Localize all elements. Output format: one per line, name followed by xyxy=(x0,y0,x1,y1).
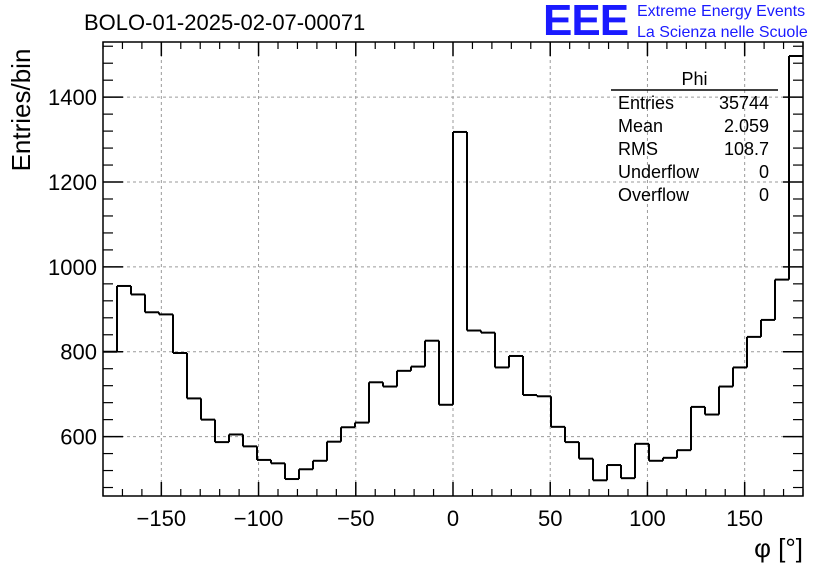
histogram-bin xyxy=(564,426,579,444)
eee-logo: EEE Extreme Energy Events La Scienza nel… xyxy=(543,0,836,48)
histogram-bin xyxy=(326,440,341,461)
logo-mark: EEE xyxy=(543,0,629,45)
logo-line-2: La Scienza nelle Scuole xyxy=(637,24,808,41)
histogram-bin xyxy=(536,395,551,398)
x-tick-label: 50 xyxy=(538,506,562,531)
x-tick-label: −100 xyxy=(234,506,284,531)
histogram-bin xyxy=(774,278,789,320)
y-tick-label: 1200 xyxy=(48,170,97,195)
histogram-bin xyxy=(284,463,299,481)
stats-row-value: 2.059 xyxy=(724,116,769,136)
histogram-bin xyxy=(578,442,593,460)
histogram-bin xyxy=(158,312,173,316)
x-tick-label: −150 xyxy=(137,506,187,531)
histogram-bin xyxy=(466,131,481,332)
stats-row-value: 35744 xyxy=(719,93,769,113)
histogram-bin xyxy=(676,449,691,458)
y-axis-title: Entries/bin xyxy=(6,49,36,172)
stats-row-label: Entries xyxy=(618,93,674,113)
histogram-bin xyxy=(522,355,537,397)
histogram-bin xyxy=(606,464,621,481)
histogram-bin xyxy=(662,456,677,461)
histogram-bin xyxy=(704,406,719,416)
histogram-bin xyxy=(144,294,159,314)
y-tick-label: 800 xyxy=(60,340,97,365)
x-axis-title: φ [°] xyxy=(754,533,803,563)
histogram-bin xyxy=(382,382,397,388)
histogram-bin xyxy=(760,318,775,337)
x-tick-label: 150 xyxy=(726,506,763,531)
histogram-bin xyxy=(256,446,271,461)
histogram-bin xyxy=(592,458,607,482)
y-tick-label: 1000 xyxy=(48,255,97,280)
stats-row-label: Overflow xyxy=(618,185,690,205)
histogram-bin xyxy=(424,339,439,367)
logo-line-1: Extreme Energy Events xyxy=(637,3,806,20)
x-tick-label: −50 xyxy=(337,506,374,531)
y-tick-label: 600 xyxy=(60,425,97,450)
stats-row-value: 0 xyxy=(759,185,769,205)
histogram-bin xyxy=(480,330,495,334)
axes: −150 −100 −50 0 50 100 150 600 800 1000 1200 1400 xyxy=(48,41,804,531)
histogram-bin xyxy=(116,284,131,352)
histogram-bars xyxy=(103,55,803,482)
histogram-bin xyxy=(690,405,705,451)
stats-row-value: 0 xyxy=(759,162,769,182)
histogram-bin xyxy=(410,365,425,371)
histogram-bin xyxy=(130,285,145,296)
histogram-bin xyxy=(648,443,663,462)
histogram-bin xyxy=(508,354,523,368)
histogram-bin xyxy=(732,366,747,387)
histogram-bin xyxy=(172,314,187,355)
stats-box: Phi Entries 35744 Mean 2.059 RMS 108.7 Underflo… xyxy=(611,69,778,205)
histogram-bin xyxy=(200,398,215,421)
histogram-bin xyxy=(718,385,733,415)
histogram-bin xyxy=(214,419,229,444)
histogram-bin xyxy=(788,55,803,280)
histogram-bin xyxy=(746,335,761,368)
y-tick-label: 1400 xyxy=(48,85,97,110)
histogram-bin xyxy=(368,381,383,423)
stats-row-label: Underflow xyxy=(618,162,700,182)
stats-row-label: RMS xyxy=(618,139,658,159)
histogram-bin xyxy=(312,459,327,470)
stats-row-value: 108.7 xyxy=(724,139,769,159)
histogram-bin xyxy=(452,130,467,405)
histogram-bin xyxy=(228,433,243,443)
stats-name: Phi xyxy=(681,69,707,89)
histogram-bin xyxy=(634,442,649,479)
stats-row-label: Mean xyxy=(618,116,663,136)
chart-title: BOLO-01-2025-02-07-00071 xyxy=(84,10,366,35)
histogram-bin xyxy=(396,369,411,387)
histogram-bin xyxy=(242,434,257,448)
histogram-bin xyxy=(354,421,369,428)
histogram-bin xyxy=(340,426,355,442)
histogram-bin xyxy=(620,465,635,480)
x-tick-label: 100 xyxy=(629,506,666,531)
histogram-bin xyxy=(298,468,313,480)
histogram-bin xyxy=(270,459,285,465)
histogram-bin xyxy=(494,332,509,369)
histogram-bin xyxy=(186,353,201,400)
histogram-bin xyxy=(438,340,453,406)
x-tick-label: 0 xyxy=(447,506,459,531)
histogram-bin xyxy=(550,396,565,428)
